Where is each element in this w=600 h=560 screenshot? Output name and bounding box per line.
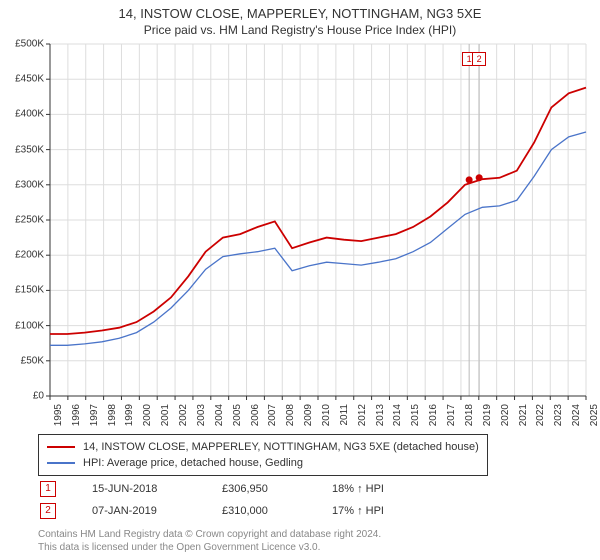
transaction-price: £306,950 xyxy=(222,483,332,495)
y-tick-label: £450K xyxy=(4,74,44,85)
y-tick-label: £250K xyxy=(4,215,44,226)
footer-line-1: Contains HM Land Registry data © Crown c… xyxy=(38,528,381,541)
y-tick-label: £500K xyxy=(4,39,44,50)
x-tick-label: 2002 xyxy=(178,404,189,434)
x-tick-label: 1998 xyxy=(107,404,118,434)
x-tick-label: 2001 xyxy=(160,404,171,434)
legend-label: 14, INSTOW CLOSE, MAPPERLEY, NOTTINGHAM,… xyxy=(83,441,479,453)
y-tick-label: £200K xyxy=(4,250,44,261)
x-tick-label: 2012 xyxy=(357,404,368,434)
x-tick-label: 2003 xyxy=(196,404,207,434)
x-tick-label: 2008 xyxy=(285,404,296,434)
x-tick-label: 2013 xyxy=(375,404,386,434)
y-tick-label: £350K xyxy=(4,144,44,155)
x-tick-label: 2023 xyxy=(553,404,564,434)
legend-swatch xyxy=(47,462,75,464)
x-tick-label: 2009 xyxy=(303,404,314,434)
footer-attribution: Contains HM Land Registry data © Crown c… xyxy=(38,528,381,554)
x-tick-label: 2020 xyxy=(500,404,511,434)
x-tick-label: 2007 xyxy=(267,404,278,434)
x-tick-label: 2022 xyxy=(535,404,546,434)
x-tick-label: 2004 xyxy=(214,404,225,434)
y-tick-label: £100K xyxy=(4,320,44,331)
x-tick-label: 2025 xyxy=(589,404,600,434)
transaction-delta: 18% ↑ HPI xyxy=(332,483,432,495)
transactions-table: 1 15-JUN-2018£306,95018% ↑ HPI 2 07-JAN-201… xyxy=(38,478,432,522)
x-tick-label: 2024 xyxy=(571,404,582,434)
footer-line-2: This data is licensed under the Open Gov… xyxy=(38,541,381,554)
line-chart xyxy=(0,0,600,440)
x-tick-label: 2000 xyxy=(142,404,153,434)
y-tick-label: £50K xyxy=(4,355,44,366)
x-tick-label: 1996 xyxy=(71,404,82,434)
x-tick-label: 1995 xyxy=(53,404,64,434)
transaction-row: 2 07-JAN-2019£310,00017% ↑ HPI xyxy=(38,500,432,522)
transaction-price: £310,000 xyxy=(222,505,332,517)
legend-swatch xyxy=(47,446,75,448)
transaction-delta: 17% ↑ HPI xyxy=(332,505,432,517)
x-tick-label: 2011 xyxy=(339,404,350,434)
x-tick-label: 1997 xyxy=(89,404,100,434)
transaction-date: 07-JAN-2019 xyxy=(92,505,222,517)
transaction-badge: 2 xyxy=(40,503,56,519)
chart-container: 14, INSTOW CLOSE, MAPPERLEY, NOTTINGHAM,… xyxy=(0,0,600,560)
x-tick-label: 2005 xyxy=(232,404,243,434)
x-tick-label: 2006 xyxy=(250,404,261,434)
transaction-row: 1 15-JUN-2018£306,95018% ↑ HPI xyxy=(38,478,432,500)
marker-badge: 2 xyxy=(472,52,486,66)
x-tick-label: 2018 xyxy=(464,404,475,434)
legend-item: 14, INSTOW CLOSE, MAPPERLEY, NOTTINGHAM,… xyxy=(47,439,479,455)
transaction-date: 15-JUN-2018 xyxy=(92,483,222,495)
x-tick-label: 2019 xyxy=(482,404,493,434)
legend-label: HPI: Average price, detached house, Gedl… xyxy=(83,457,303,469)
x-tick-label: 2010 xyxy=(321,404,332,434)
x-tick-label: 1999 xyxy=(124,404,135,434)
y-tick-label: £0 xyxy=(4,391,44,402)
x-tick-label: 2015 xyxy=(410,404,421,434)
legend: 14, INSTOW CLOSE, MAPPERLEY, NOTTINGHAM,… xyxy=(38,434,488,476)
y-tick-label: £150K xyxy=(4,285,44,296)
y-tick-label: £400K xyxy=(4,109,44,120)
x-tick-label: 2016 xyxy=(428,404,439,434)
transaction-badge: 1 xyxy=(40,481,56,497)
x-tick-label: 2017 xyxy=(446,404,457,434)
y-tick-label: £300K xyxy=(4,179,44,190)
legend-item: HPI: Average price, detached house, Gedl… xyxy=(47,455,479,471)
x-tick-label: 2014 xyxy=(392,404,403,434)
x-tick-label: 2021 xyxy=(518,404,529,434)
